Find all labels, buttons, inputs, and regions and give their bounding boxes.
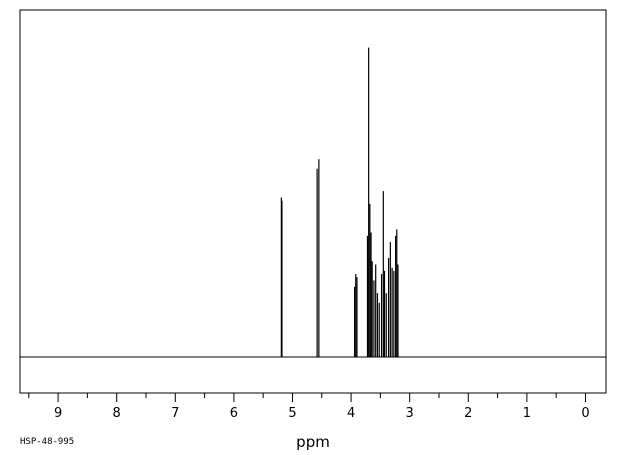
x-tick-label: 6 xyxy=(230,406,238,421)
sample-id-label: HSP-48-995 xyxy=(20,437,74,447)
spectrum-peaks xyxy=(281,48,398,357)
x-tick-label: 3 xyxy=(406,406,414,421)
plot-frame xyxy=(20,10,606,393)
x-tick-label: 9 xyxy=(54,406,62,421)
x-tick-label: 5 xyxy=(288,406,296,421)
x-axis-title: ppm xyxy=(296,433,330,451)
x-tick-label: 2 xyxy=(464,406,472,421)
x-tick-label: 7 xyxy=(171,406,179,421)
x-axis-ticks xyxy=(29,393,586,402)
x-tick-label: 8 xyxy=(113,406,121,421)
x-tick-label: 0 xyxy=(581,406,589,421)
x-tick-label: 4 xyxy=(347,406,355,421)
x-tick-label: 1 xyxy=(523,406,531,421)
x-axis-tick-labels: 9 8 7 6 5 4 3 2 1 0 xyxy=(54,406,590,421)
